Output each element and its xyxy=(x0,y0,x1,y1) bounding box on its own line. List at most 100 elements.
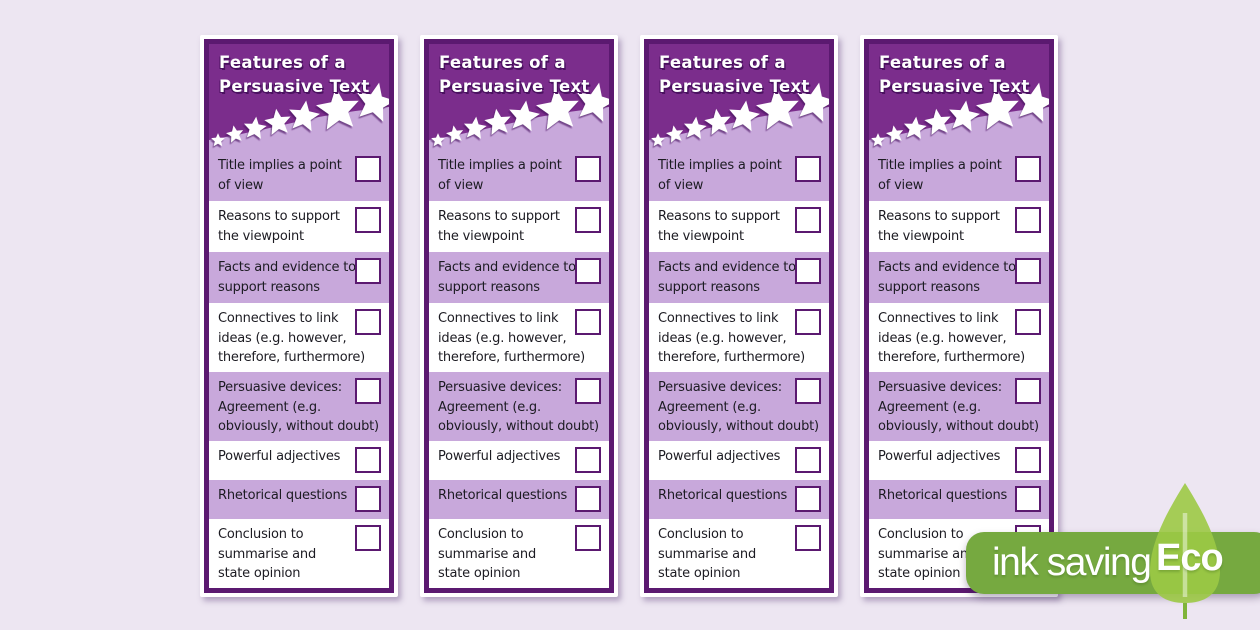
bookmark-inner: Features of a Persuasive Text Title impl… xyxy=(424,39,614,593)
checkbox[interactable] xyxy=(575,156,601,182)
bookmark-title-line2: Persuasive Text xyxy=(879,77,1030,96)
row-label-line: therefore, furthermore) xyxy=(218,350,366,365)
checklist-row: Rhetorical questions xyxy=(649,480,829,519)
row-label-line: Connectives to link xyxy=(438,311,559,326)
bookmark-title-line2: Persuasive Text xyxy=(219,77,370,96)
bookmark-title-line1: Features of a xyxy=(659,53,786,72)
checkbox[interactable] xyxy=(355,258,381,284)
row-label-line: summarise and xyxy=(658,546,757,562)
row-label-line: Rhetorical questions xyxy=(438,488,568,503)
stars-swoosh-decoration xyxy=(209,44,389,150)
checkbox[interactable] xyxy=(575,309,601,335)
row-label-line: the viewpoint xyxy=(218,228,304,244)
row-label: Reasons to support the viewpoint xyxy=(658,207,821,246)
checklist-row: Reasons to support the viewpoint xyxy=(209,201,389,252)
bookmark-header: Features of a Persuasive Text xyxy=(649,44,829,150)
row-label: Facts and evidence to support reasons xyxy=(658,258,821,297)
checkbox[interactable] xyxy=(1015,309,1041,335)
row-label: Reasons to support the viewpoint xyxy=(878,207,1041,246)
row-label-line: support reasons xyxy=(878,279,980,295)
row-label-line: therefore, furthermore) xyxy=(878,350,1026,365)
row-label-line: summarise and xyxy=(218,546,317,562)
row-label-line: Agreement (e.g. xyxy=(878,399,981,415)
checkbox[interactable] xyxy=(795,486,821,512)
checkbox[interactable] xyxy=(355,447,381,473)
row-label-line: support reasons xyxy=(658,279,760,295)
checkbox[interactable] xyxy=(795,525,821,551)
checkbox[interactable] xyxy=(1015,207,1041,233)
checkbox[interactable] xyxy=(795,447,821,473)
checkbox[interactable] xyxy=(355,156,381,182)
checkbox[interactable] xyxy=(575,525,601,551)
row-label-line: Powerful adjectives xyxy=(438,449,561,464)
row-label: Reasons to support the viewpoint xyxy=(218,207,381,246)
row-label-line: obviously, without doubt) xyxy=(218,419,379,434)
checklist-row: Reasons to support the viewpoint xyxy=(429,201,609,252)
checkbox[interactable] xyxy=(575,258,601,284)
checkbox[interactable] xyxy=(795,378,821,404)
row-label-line: Persuasive devices: xyxy=(218,380,342,395)
row-label-line: of view xyxy=(878,177,924,193)
row-label: Connectives to link ideas (e.g. however, t… xyxy=(218,309,381,368)
checkbox[interactable] xyxy=(355,207,381,233)
stars-swoosh-decoration xyxy=(649,44,829,150)
row-label-line: the viewpoint xyxy=(658,228,744,244)
row-label: Connectives to link ideas (e.g. however, t… xyxy=(878,309,1041,368)
bookmark-title-line2: Persuasive Text xyxy=(659,77,810,96)
checklist-row: Facts and evidence to support reasons xyxy=(429,252,609,303)
checkbox[interactable] xyxy=(575,486,601,512)
checkbox[interactable] xyxy=(795,156,821,182)
checkbox[interactable] xyxy=(355,486,381,512)
row-label-line: Title implies a point xyxy=(438,158,562,173)
row-label-line: Facts and evidence to xyxy=(438,260,576,275)
bookmark-inner: Features of a Persuasive Text Title impl… xyxy=(204,39,394,593)
checkbox[interactable] xyxy=(575,447,601,473)
checklist-row: Powerful adjectives xyxy=(429,441,609,480)
row-label-line: Conclusion to xyxy=(878,527,964,542)
row-label-line: of view xyxy=(438,177,484,193)
persuasive-text-bookmark: Features of a Persuasive Text Title impl… xyxy=(860,35,1058,597)
checkbox[interactable] xyxy=(1015,378,1041,404)
eco-label: Eco xyxy=(1156,537,1224,579)
checkbox[interactable] xyxy=(1015,486,1041,512)
checkbox[interactable] xyxy=(355,525,381,551)
checkbox[interactable] xyxy=(795,309,821,335)
checkbox[interactable] xyxy=(575,207,601,233)
row-label-line: ideas (e.g. however, xyxy=(658,330,787,346)
bookmark-header: Features of a Persuasive Text xyxy=(429,44,609,150)
checkbox[interactable] xyxy=(355,309,381,335)
row-label: Powerful adjectives xyxy=(218,447,381,467)
stars-swoosh-decoration xyxy=(429,44,609,150)
bookmark-title-line1: Features of a xyxy=(879,53,1006,72)
checkbox[interactable] xyxy=(355,378,381,404)
checkbox[interactable] xyxy=(1015,156,1041,182)
checkbox[interactable] xyxy=(1015,258,1041,284)
row-label: Conclusion to summarise and state opinion xyxy=(438,525,601,584)
row-label-line: Title implies a point xyxy=(878,158,1002,173)
checklist-row: Reasons to support the viewpoint xyxy=(649,201,829,252)
checklist-row: Persuasive devices: Agreement (e.g. obviou… xyxy=(649,372,829,441)
row-label-line: ideas (e.g. however, xyxy=(218,330,347,346)
row-label-line: ideas (e.g. however, xyxy=(878,330,1007,346)
checklist-row: Persuasive devices: Agreement (e.g. obviou… xyxy=(209,372,389,441)
checklist-row: Title implies a point of view xyxy=(649,150,829,201)
checklist-row: Persuasive devices: Agreement (e.g. obviou… xyxy=(429,372,609,441)
row-label-line: of view xyxy=(658,177,704,193)
ink-saving-label: ink saving xyxy=(992,541,1152,584)
row-label-line: support reasons xyxy=(218,279,320,295)
row-label-line: Facts and evidence to xyxy=(878,260,1016,275)
checklist-row: Powerful adjectives xyxy=(649,441,829,480)
eco-leaf-icon xyxy=(1150,483,1220,619)
row-label-line: Title implies a point xyxy=(658,158,782,173)
checkbox[interactable] xyxy=(1015,447,1041,473)
rows: Title implies a point of view Reasons to s… xyxy=(649,150,829,588)
checkbox[interactable] xyxy=(575,378,601,404)
row-label-line: summarise and xyxy=(438,546,537,562)
bookmarks-row: Features of a Persuasive Text Title impl… xyxy=(200,35,1058,597)
checkbox[interactable] xyxy=(795,258,821,284)
checkbox[interactable] xyxy=(795,207,821,233)
row-label-line: Title implies a point xyxy=(218,158,342,173)
row-label: Title implies a point of view xyxy=(878,156,1041,195)
row-label-line: Reasons to support xyxy=(658,209,780,224)
